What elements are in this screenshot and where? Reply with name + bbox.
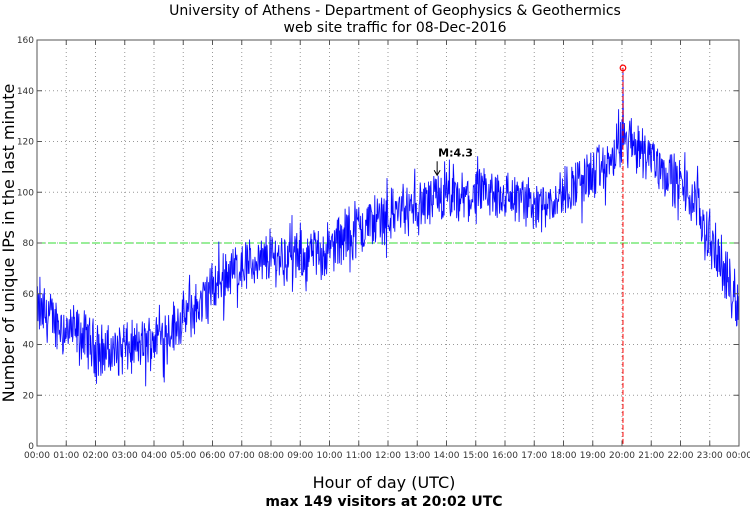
annotation-label: M:4.3 (438, 146, 473, 159)
y-tick-label: 160 (17, 36, 34, 46)
x-tick-label: 02:00 (83, 451, 109, 461)
x-tick-label: 00:00 (24, 451, 50, 461)
y-axis-label: Number of unique IPs in the last minute (0, 84, 18, 403)
x-axis-label: Hour of day (UTC) (313, 473, 456, 492)
x-tick-label: 23:00 (697, 451, 723, 461)
x-tick-label: 03:00 (112, 451, 138, 461)
max-value-marker (619, 64, 627, 72)
x-tick-label: 11:00 (346, 451, 372, 461)
y-tick-label: 100 (17, 188, 34, 198)
x-tick-label: 05:00 (170, 451, 196, 461)
x-tick-label: 14:00 (434, 451, 460, 461)
annotation-arrow-head (433, 170, 441, 177)
y-tick-label: 20 (23, 391, 35, 401)
max-marker-group (619, 64, 627, 446)
x-tick-label: 09:00 (287, 451, 313, 461)
x-tick-label: 18:00 (551, 451, 577, 461)
x-tick-label: 21:00 (638, 451, 664, 461)
max-visitors-summary: max 149 visitors at 20:02 UTC (265, 494, 502, 510)
x-tick-label: 00:00 (726, 451, 750, 461)
x-tick-label: 20:00 (609, 451, 635, 461)
x-tick-label: 19:00 (580, 451, 606, 461)
x-tick-label: 16:00 (492, 451, 518, 461)
x-tick-label: 12:00 (375, 451, 401, 461)
annotation-group: M:4.3 (433, 146, 473, 177)
x-axis-ticks: 00:00 01:00 02:00 03:00 04:00 05:00 06:00 07:00… (24, 40, 750, 461)
y-tick-label: 120 (17, 138, 34, 148)
x-tick-label: 08:00 (258, 451, 284, 461)
x-tick-label: 01:00 (53, 451, 79, 461)
chart-title: University of Athens - Department of Geo… (169, 3, 621, 19)
y-axis-ticks: 0 20 40 60 80 100 120 140 160 (17, 36, 739, 452)
x-tick-label: 13:00 (404, 451, 430, 461)
series-group (36, 67, 739, 387)
x-tick-label: 10:00 (317, 451, 343, 461)
x-tick-label: 04:00 (141, 451, 167, 461)
x-tick-label: 06:00 (200, 451, 226, 461)
y-tick-label: 40 (23, 341, 35, 351)
series-line-visitors-core (36, 67, 739, 387)
x-tick-label: 15:00 (463, 451, 489, 461)
chart-subtitle: web site traffic for 08-Dec-2016 (284, 20, 507, 36)
y-tick-label: 60 (23, 290, 35, 300)
x-tick-label: 07:00 (229, 451, 255, 461)
x-tick-label: 17:00 (521, 451, 547, 461)
y-tick-label: 0 (28, 442, 34, 452)
y-tick-label: 140 (17, 87, 34, 97)
series-line-visitors (36, 67, 739, 387)
x-tick-label: 22:00 (668, 451, 694, 461)
y-tick-label: 80 (23, 239, 35, 249)
